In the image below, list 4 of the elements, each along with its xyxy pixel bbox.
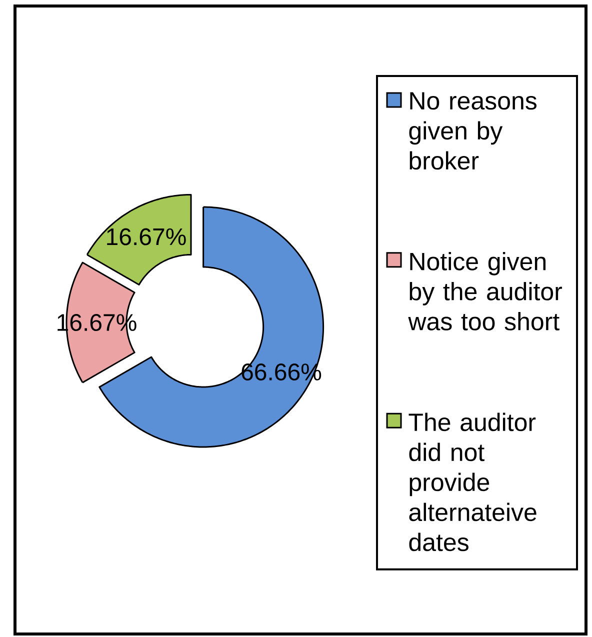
data-label: 16.67% bbox=[107, 228, 186, 246]
legend-label: The auditor did not provide alternateive dates bbox=[408, 412, 536, 552]
legend-label: No reasons given by broker bbox=[409, 92, 536, 170]
legend-label: Notice given by the auditor was too short bbox=[408, 252, 562, 330]
